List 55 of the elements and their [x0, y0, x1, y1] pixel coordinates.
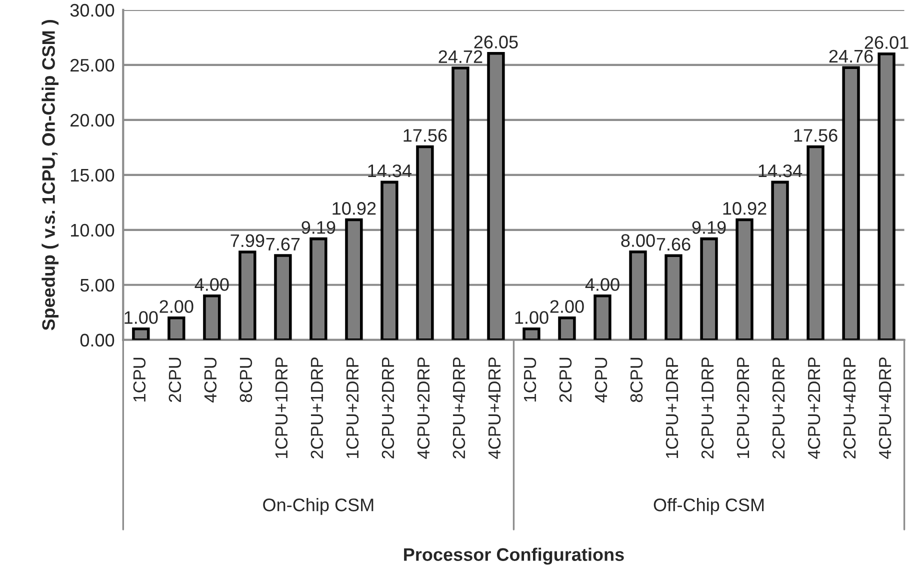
x-tick-label: 1CPU+1DRP	[666, 357, 678, 458]
data-label: 26.05	[474, 36, 518, 48]
x-tick-label: 2CPU+1DRP	[310, 357, 324, 458]
x-tick-label: 4CPU+4DRP	[488, 357, 501, 459]
x-axis-title: Processor Configurations	[404, 548, 624, 565]
data-label: 24.72	[438, 50, 482, 63]
y-tick-label: 30.00	[70, 4, 114, 17]
data-label: 9.19	[302, 221, 336, 234]
data-label: 2.00	[550, 300, 584, 313]
x-tick-label: 4CPU+2DRP	[808, 357, 820, 459]
x-tick-label: 2CPU+4DRP	[843, 357, 856, 458]
data-label: 17.56	[404, 129, 447, 142]
x-tick-label: 2CPU+2DRP	[382, 357, 394, 458]
x-tick-label: 2CPU+4DRP	[452, 357, 466, 458]
data-label: 9.19	[692, 221, 726, 234]
y-tick-label: 25.00	[70, 58, 114, 72]
x-tick-label: 2CPU	[168, 358, 182, 402]
data-label: 7.67	[266, 238, 300, 251]
y-tick-label: 5.00	[80, 278, 114, 292]
x-tick-label: 8CPU	[630, 358, 643, 402]
x-tick-label: 4CPU	[594, 358, 608, 402]
data-label: 10.92	[723, 202, 766, 215]
text: On-Chip CSM	[263, 498, 374, 515]
y-tick-label: 20.00	[70, 114, 114, 127]
data-label: 24.76	[829, 50, 873, 63]
y-axis-title: Speedup ( v.s. 1CPU, On-Chip CSM )	[42, 20, 59, 330]
y-tick-label: 10.00	[71, 224, 114, 237]
data-label: 26.01	[864, 36, 908, 49]
data-label: 10.92	[332, 202, 376, 215]
y-tick-label: 15.00	[71, 168, 114, 182]
data-label: 8.00	[621, 234, 655, 247]
x-tick-label: 2CPU+2DRP	[772, 357, 785, 458]
data-label: 17.56	[794, 129, 838, 142]
x-tick-label: 1CPU+2DRP	[736, 357, 750, 458]
x-tick-label: 4CPU	[204, 358, 217, 402]
data-label: 14.34	[758, 164, 802, 178]
y-tick-label: 0.00	[80, 334, 114, 347]
data-label: 7.66	[656, 238, 690, 251]
data-label: 14.34	[368, 164, 412, 178]
x-tick-label: 8CPU	[240, 358, 252, 402]
x-tick-label: 2CPU+1DRP	[701, 357, 714, 458]
data-label: 4.00	[194, 278, 229, 291]
data-label: 1.00	[515, 311, 548, 324]
data-label: 1.00	[124, 311, 158, 324]
x-tick-label: 4CPU+4DRP	[878, 357, 892, 459]
text: Off-Chip CSM	[654, 498, 764, 515]
data-label: 7.99	[230, 234, 264, 248]
x-tick-label: 1CPU	[524, 358, 536, 402]
x-tick-label: 4CPU+2DRP	[417, 357, 430, 459]
x-tick-label: 2CPU	[559, 358, 572, 402]
x-tick-label: 1CPU+1DRP	[275, 357, 288, 458]
data-label: 4.00	[585, 278, 620, 291]
x-tick-label: 1CPU	[133, 358, 146, 402]
x-tick-label: 1CPU+2DRP	[346, 357, 359, 458]
data-label: 2.00	[160, 300, 194, 313]
